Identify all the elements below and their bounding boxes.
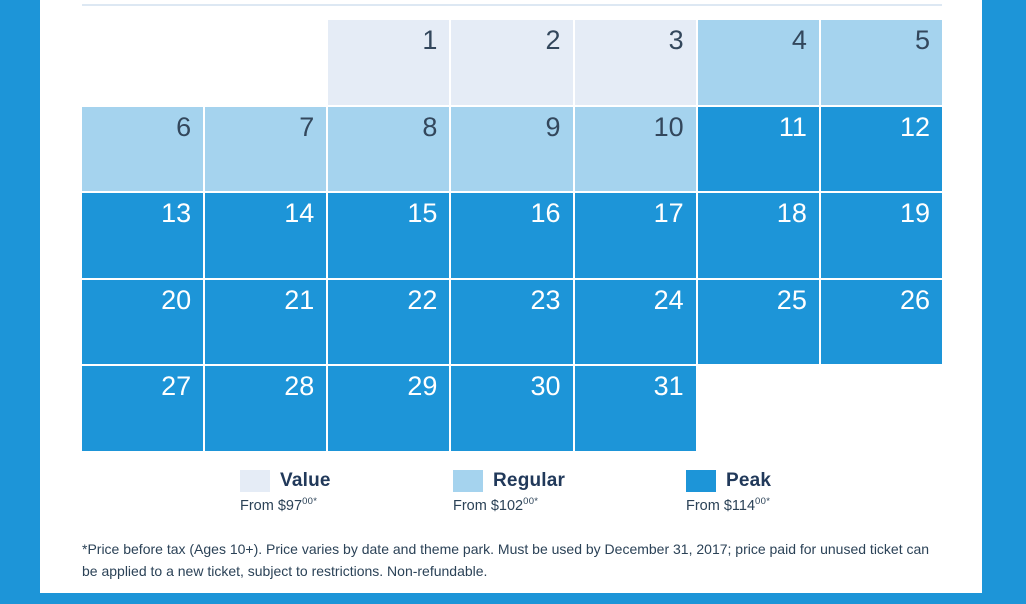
- legend-item-value: Value From $9700*: [240, 470, 331, 514]
- calendar-day-cell-11: 11: [697, 106, 819, 192]
- calendar-empty-cell: [205, 20, 326, 105]
- calendar-day-cell-18: 18: [697, 193, 819, 278]
- value-tier-price: From $9700*: [240, 496, 331, 514]
- regular-price-main: From $102: [453, 498, 524, 514]
- calendar-day-cell-7: 7: [205, 106, 327, 192]
- disclaimer-line-1: *Price before tax (Ages 10+). Price vari…: [82, 541, 930, 557]
- right-page-margin-bar: [982, 0, 1026, 604]
- calendar-day-cell-3: 3: [574, 20, 696, 105]
- peak-price-superscript: 00*: [755, 496, 771, 507]
- calendar-empty-cell: [82, 20, 203, 105]
- bottom-page-margin-bar: [0, 593, 1026, 604]
- peak-tier-label: Peak: [726, 470, 772, 491]
- legend-head: Value: [240, 470, 331, 492]
- calendar-day-cell-16: 16: [451, 193, 573, 278]
- calendar-day-cell-28: 28: [205, 366, 327, 451]
- value-price-main: From $97: [240, 498, 303, 514]
- calendar-day-cell-26: 26: [820, 279, 942, 365]
- top-divider-line: [82, 4, 942, 6]
- calendar-grid: 1 2 3 4 5 6 7 8 9 10 11 12 13 14 15 16 17 18 19 20 21 22 23 24 2…: [82, 20, 942, 451]
- value-price-superscript: 00*: [302, 496, 318, 507]
- legend-head: Regular: [453, 470, 565, 492]
- peak-price-main: From $114: [686, 498, 756, 514]
- calendar-day-cell-27: 27: [82, 366, 204, 451]
- calendar-day-cell-17: 17: [574, 193, 696, 278]
- calendar-day-cell-29: 29: [328, 366, 450, 451]
- price-disclaimer: *Price before tax (Ages 10+). Price vari…: [82, 538, 982, 582]
- calendar-day-cell-22: 22: [328, 279, 450, 365]
- calendar-day-cell-8: 8: [328, 106, 450, 192]
- calendar-day-cell-25: 25: [697, 279, 819, 365]
- calendar-day-cell-20: 20: [82, 279, 204, 365]
- calendar-day-cell-23: 23: [451, 279, 573, 365]
- calendar-day-cell-24: 24: [574, 279, 696, 365]
- legend-item-regular: Regular From $10200*: [453, 470, 565, 514]
- calendar-day-cell-14: 14: [205, 193, 327, 278]
- calendar-day-cell-13: 13: [82, 193, 204, 278]
- peak-tier-price: From $11400*: [686, 496, 771, 514]
- calendar-day-cell-31: 31: [574, 366, 696, 451]
- regular-tier-price: From $10200*: [453, 496, 565, 514]
- calendar-day-cell-6: 6: [82, 106, 204, 192]
- legend-item-peak: Peak From $11400*: [686, 470, 771, 514]
- regular-price-superscript: 00*: [523, 496, 539, 507]
- calendar-day-cell-10: 10: [574, 106, 696, 192]
- value-tier-swatch: [240, 470, 270, 492]
- calendar-day-cell-2: 2: [451, 20, 573, 105]
- disclaimer-line-2: be applied to a new ticket, subject to r…: [82, 563, 488, 579]
- legend-head: Peak: [686, 470, 771, 492]
- calendar-empty-cell: [821, 366, 942, 451]
- peak-tier-swatch: [686, 470, 716, 492]
- calendar-day-cell-21: 21: [205, 279, 327, 365]
- calendar-day-cell-4: 4: [697, 20, 819, 105]
- calendar-day-cell-12: 12: [820, 106, 942, 192]
- regular-tier-swatch: [453, 470, 483, 492]
- left-page-margin-bar: [0, 0, 40, 604]
- calendar-day-cell-30: 30: [451, 366, 573, 451]
- calendar-day-cell-5: 5: [820, 20, 942, 105]
- calendar-day-cell-9: 9: [451, 106, 573, 192]
- calendar-day-cell-19: 19: [820, 193, 942, 278]
- calendar-empty-cell: [698, 366, 819, 451]
- value-tier-label: Value: [280, 470, 331, 491]
- regular-tier-label: Regular: [493, 470, 566, 491]
- calendar-day-cell-1: 1: [328, 20, 450, 105]
- calendar-day-cell-15: 15: [328, 193, 450, 278]
